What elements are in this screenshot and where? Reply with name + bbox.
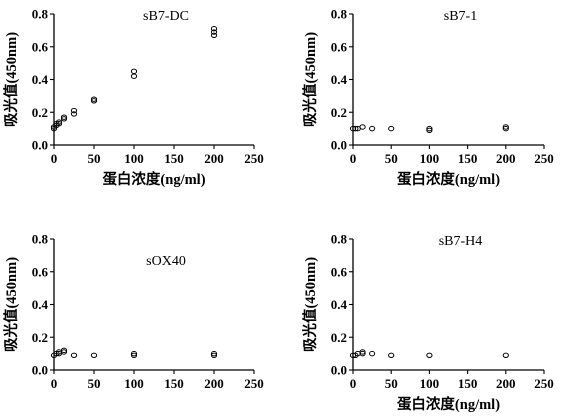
x-tick-label: 250 <box>534 151 554 166</box>
data-point <box>426 352 433 358</box>
y-tick-label: 0.6 <box>331 39 348 54</box>
scatter-panel-1: 0.0 0.2 0.4 0.6 0.8 0 50 100 150 200 250 sB7-DC 吸光值(… <box>2 7 264 189</box>
data-point <box>210 26 218 32</box>
y-tick-label: 0.4 <box>331 297 348 312</box>
data-point <box>70 111 78 117</box>
panel-title: sB7-1 <box>444 9 477 24</box>
x-tick-label: 0 <box>350 376 357 391</box>
x-tick-label: 100 <box>420 151 440 166</box>
panel-title: sB7-DC <box>143 9 189 24</box>
y-tick-label: 0.6 <box>32 264 49 279</box>
data-point <box>130 68 138 75</box>
y-tick-label: 0.2 <box>32 330 48 345</box>
x-tick-label: 250 <box>244 151 264 166</box>
y-axis-label: 吸光值(450nm) <box>301 32 319 127</box>
y-tick-label: 0.2 <box>331 105 347 120</box>
y-tick-label: 0.8 <box>331 232 348 247</box>
x-tick-label: 50 <box>385 151 398 166</box>
y-axis-label: 吸光值(450nm) <box>2 32 20 127</box>
y-tick-label: 0.8 <box>331 7 348 22</box>
x-tick-label: 200 <box>204 376 224 391</box>
x-axis-label: 蛋白浓度(ng/ml) <box>397 395 500 413</box>
x-tick-label: 150 <box>458 376 478 391</box>
data-point <box>352 125 359 132</box>
y-tick-label: 0.6 <box>331 264 348 279</box>
x-tick-label: 200 <box>496 151 516 166</box>
x-tick-label: 50 <box>385 376 398 391</box>
x-axis-label: 蛋白浓度(ng/ml) <box>397 170 500 188</box>
x-tick-label: 250 <box>534 376 554 391</box>
panel-title: sOX40 <box>146 254 186 269</box>
panel-title: sB7-H4 <box>439 234 483 249</box>
x-tick-label: 150 <box>458 151 478 166</box>
scatter-panel-3: 0.0 0.2 0.4 0.6 0.8 0 50 100 150 200 250 sOX40 吸光值(4… <box>2 232 264 392</box>
scatter-panel-4: 0.0 0.2 0.4 0.6 0.8 0 50 100 150 200 250 sB7-H4 吸光值(… <box>301 232 554 414</box>
y-tick-label: 0.2 <box>32 105 48 120</box>
x-tick-label: 50 <box>88 151 101 166</box>
data-point <box>130 73 138 79</box>
y-tick-label: 0.4 <box>331 72 348 87</box>
data-point <box>359 124 366 130</box>
data-point <box>60 114 68 120</box>
y-tick-label: 0.4 <box>32 72 49 87</box>
data-point <box>210 29 218 35</box>
data-point <box>502 352 509 358</box>
y-tick-label: 0.0 <box>32 363 48 378</box>
x-tick-label: 100 <box>420 376 440 391</box>
x-tick-label: 50 <box>88 376 101 391</box>
x-tick-label: 150 <box>164 151 184 166</box>
data-point <box>388 352 395 358</box>
x-tick-label: 0 <box>51 376 58 391</box>
y-tick-label: 0.4 <box>32 297 49 312</box>
x-tick-label: 150 <box>164 376 184 391</box>
data-point <box>210 350 218 357</box>
y-tick-label: 0.6 <box>32 39 49 54</box>
data-point <box>210 32 218 38</box>
y-tick-label: 0.2 <box>331 330 347 345</box>
data-point <box>388 125 395 132</box>
x-tick-label: 200 <box>496 376 516 391</box>
data-point <box>359 349 366 355</box>
y-tick-label: 0.8 <box>32 7 49 22</box>
data-point <box>502 124 509 130</box>
y-tick-label: 0.0 <box>32 138 48 153</box>
data-point <box>130 350 138 357</box>
y-tick-label: 0.0 <box>331 363 347 378</box>
x-tick-label: 250 <box>244 376 264 391</box>
data-point <box>70 107 78 114</box>
y-tick-label: 0.8 <box>32 232 49 247</box>
y-axis-label: 吸光值(450nm) <box>301 257 319 352</box>
data-point <box>90 96 98 102</box>
data-point <box>426 125 433 132</box>
x-tick-label: 0 <box>350 151 357 166</box>
x-tick-label: 200 <box>204 151 224 166</box>
x-axis-label: 蛋白浓度(ng/ml) <box>102 170 205 188</box>
y-axis-label: 吸光值(450nm) <box>2 257 20 352</box>
data-point <box>60 347 68 354</box>
scatter-panel-2: 0.0 0.2 0.4 0.6 0.8 0 50 100 150 200 250 sB7-1 吸光值(4… <box>301 7 554 189</box>
x-tick-label: 0 <box>51 151 58 166</box>
y-tick-label: 0.0 <box>331 138 347 153</box>
x-tick-label: 100 <box>124 151 144 166</box>
data-point <box>90 352 98 358</box>
data-point <box>70 352 78 358</box>
data-point <box>369 125 376 132</box>
x-tick-label: 100 <box>124 376 144 391</box>
data-point <box>369 350 376 357</box>
data-point <box>55 119 63 125</box>
